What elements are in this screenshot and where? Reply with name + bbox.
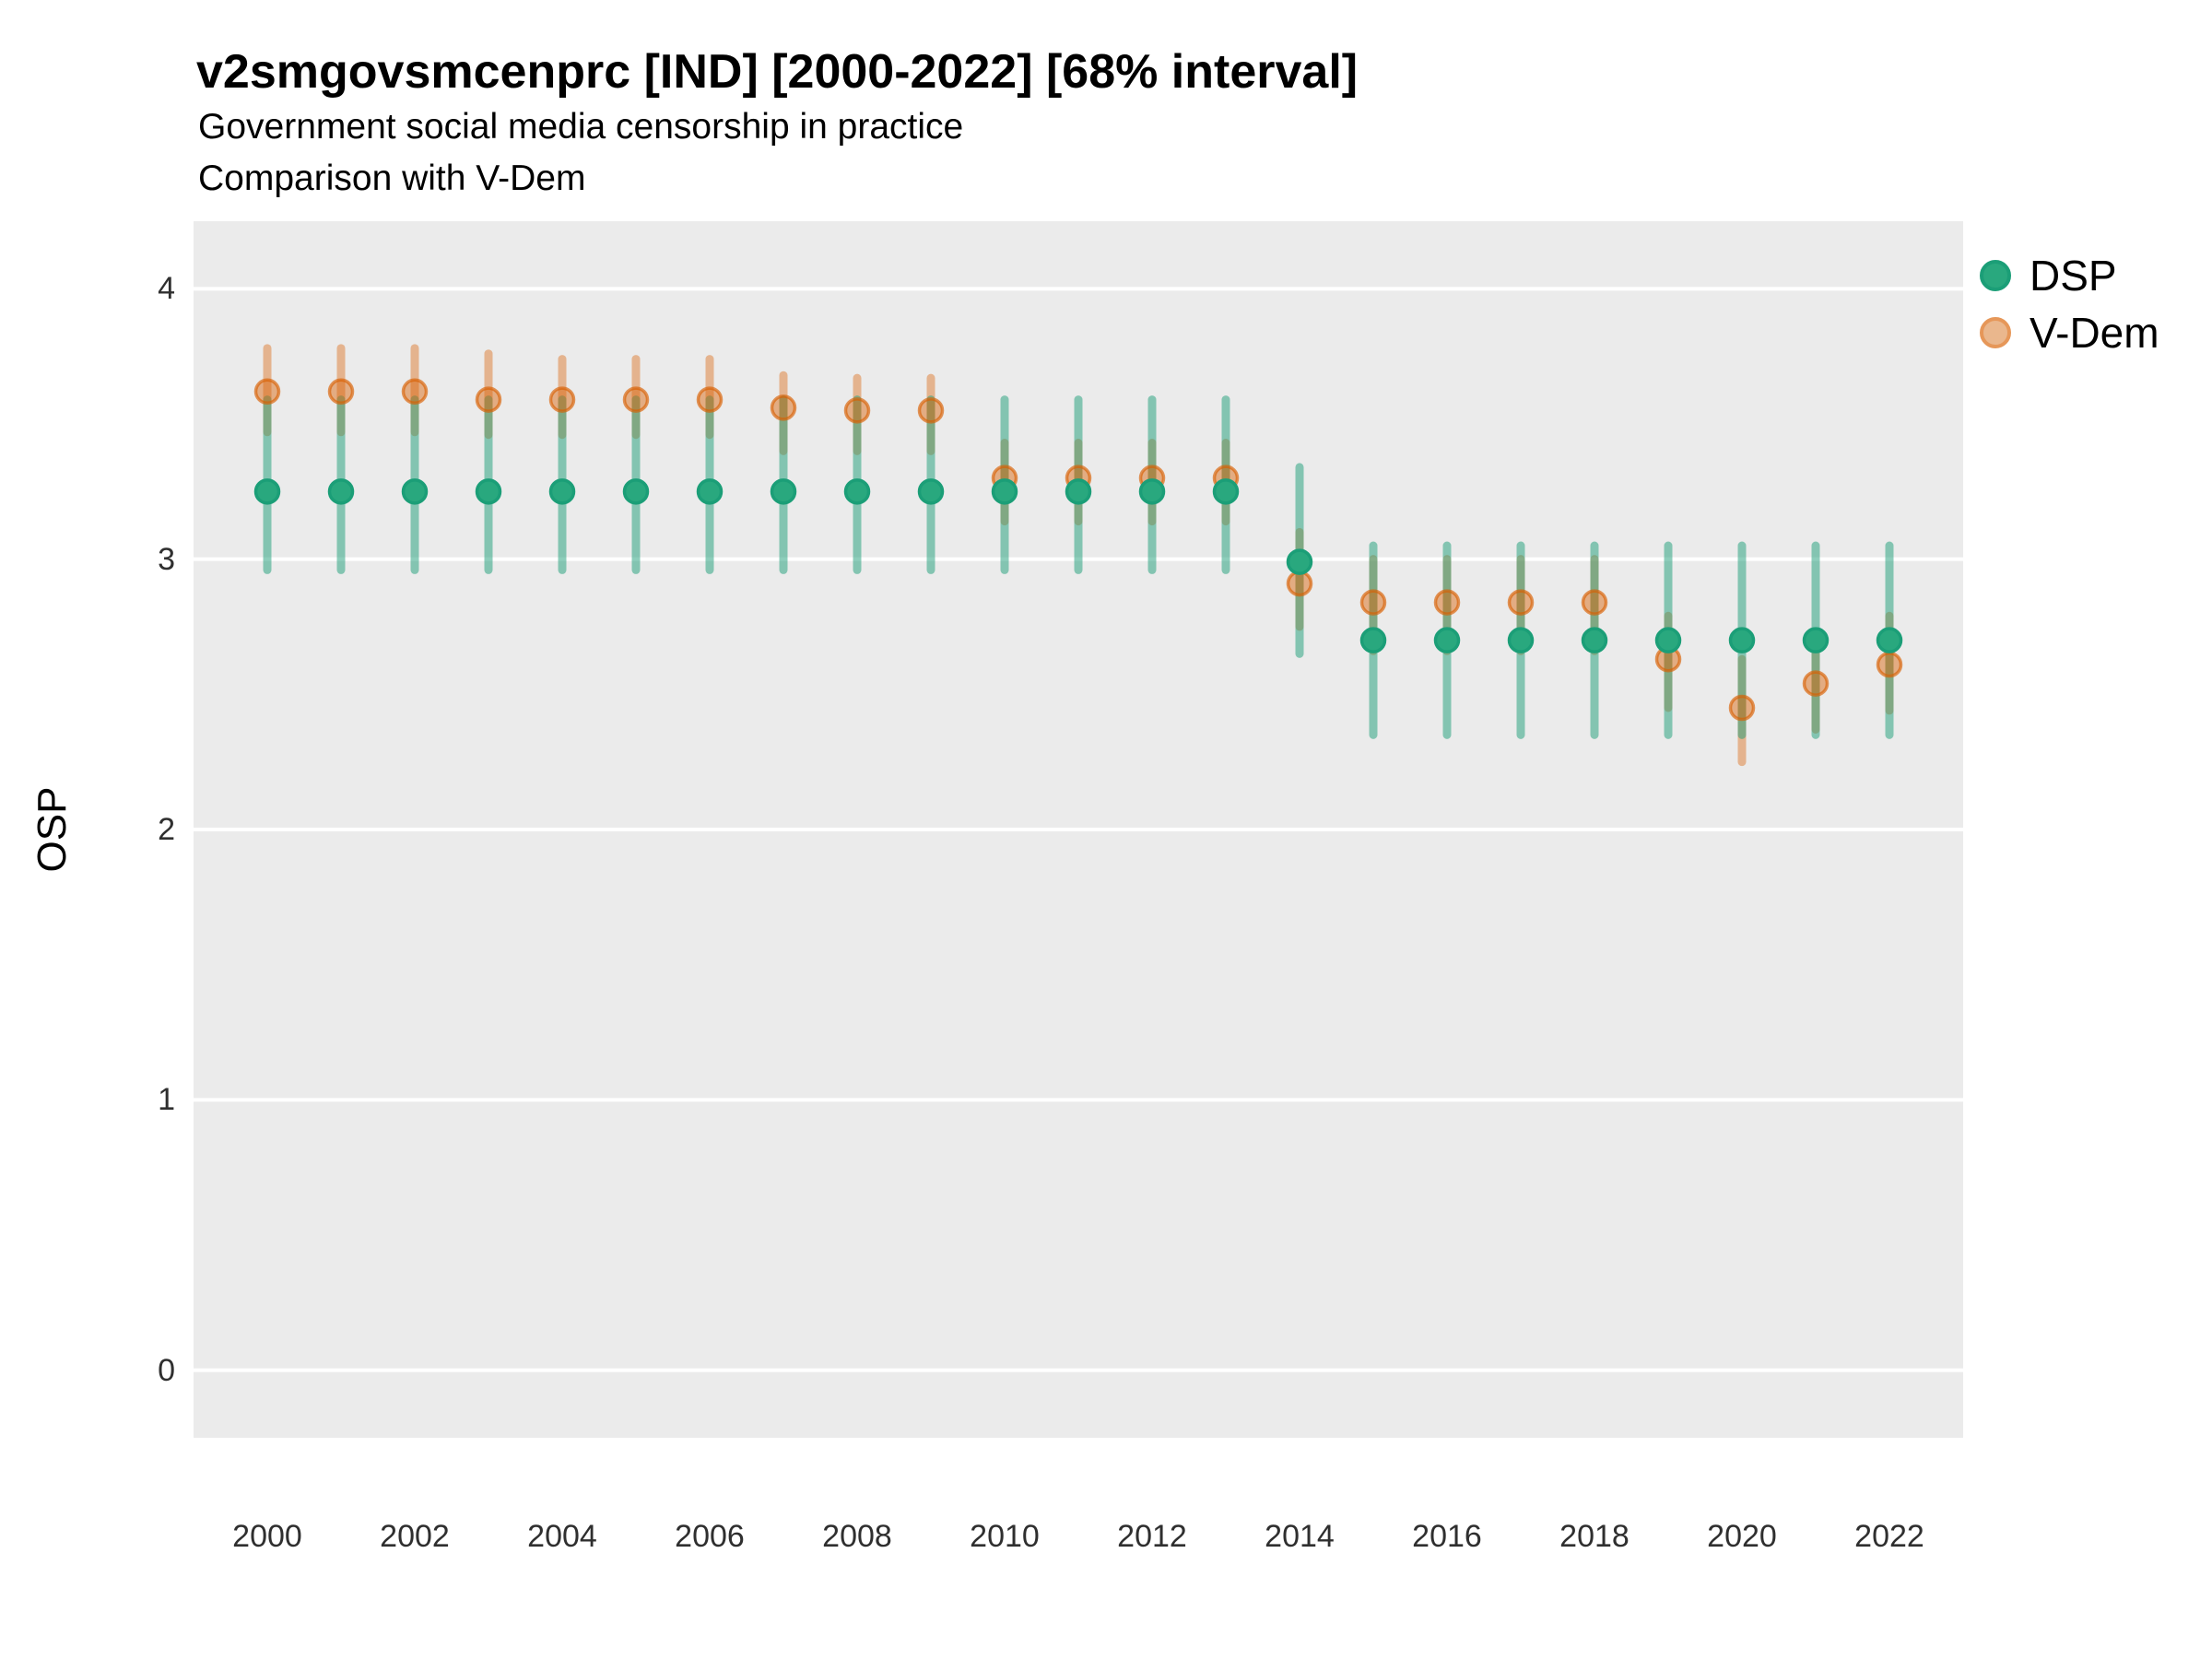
point-v-dem	[1876, 651, 1903, 678]
x-tick-label: 2006	[675, 1519, 745, 1554]
y-axis-title: OSP	[29, 786, 75, 873]
legend-label-vdem: V-Dem	[2030, 309, 2159, 357]
y-tick-label: 3	[158, 541, 175, 577]
point-dsp	[843, 478, 871, 505]
point-dsp	[696, 478, 724, 505]
point-dsp	[1728, 627, 1756, 653]
point-v-dem	[843, 397, 871, 424]
y-tick-label: 2	[158, 812, 175, 847]
point-dsp	[253, 478, 281, 505]
point-dsp	[1433, 627, 1461, 653]
legend-item-vdem: V-Dem	[1980, 304, 2159, 361]
x-tick-label: 2004	[527, 1519, 597, 1554]
dsp-point-icon	[1980, 260, 2011, 291]
vdem-point-icon	[1980, 317, 2011, 348]
x-tick-label: 2018	[1559, 1519, 1630, 1554]
point-v-dem	[696, 386, 724, 413]
x-tick-label: 2014	[1265, 1519, 1335, 1554]
chart-subtitle: Government social media censorship in pr…	[198, 107, 964, 147]
y-tick-label: 1	[158, 1082, 175, 1118]
point-dsp	[475, 478, 502, 505]
point-v-dem	[1802, 670, 1830, 697]
point-v-dem	[548, 386, 576, 413]
point-v-dem	[1359, 589, 1387, 616]
point-dsp	[1065, 478, 1092, 505]
point-v-dem	[770, 394, 797, 421]
point-dsp	[770, 478, 797, 505]
point-dsp	[1507, 627, 1535, 653]
point-dsp	[1138, 478, 1166, 505]
point-v-dem	[475, 386, 502, 413]
point-v-dem	[917, 397, 945, 424]
point-dsp	[1212, 478, 1240, 505]
legend: DSP V-Dem	[1980, 247, 2159, 361]
point-v-dem	[1581, 589, 1608, 616]
point-v-dem	[1286, 570, 1313, 597]
point-v-dem	[327, 378, 355, 406]
x-tick-label: 2022	[1854, 1519, 1924, 1554]
point-v-dem	[401, 378, 429, 406]
point-v-dem	[253, 378, 281, 406]
x-tick-label: 2010	[970, 1519, 1040, 1554]
x-tick-label: 2012	[1117, 1519, 1187, 1554]
y-tick-label: 4	[158, 271, 175, 307]
legend-label-dsp: DSP	[2030, 252, 2117, 300]
point-dsp	[1581, 627, 1608, 653]
x-tick-label: 2020	[1707, 1519, 1777, 1554]
point-v-dem	[1433, 589, 1461, 616]
point-dsp	[917, 478, 945, 505]
chart-title: v2smgovsmcenprc [IND] [2000-2022] [68% i…	[196, 45, 1359, 99]
point-v-dem	[1507, 589, 1535, 616]
point-v-dem	[1728, 694, 1756, 722]
y-tick-label: 0	[158, 1352, 175, 1388]
point-dsp	[991, 478, 1018, 505]
x-tick-label: 2016	[1412, 1519, 1482, 1554]
point-v-dem	[622, 386, 650, 413]
x-tick-label: 2000	[232, 1519, 302, 1554]
point-dsp	[1286, 548, 1313, 575]
point-dsp	[1654, 627, 1682, 653]
point-dsp	[1359, 627, 1387, 653]
point-dsp	[401, 478, 429, 505]
plot-area	[194, 221, 1963, 1438]
x-tick-label: 2008	[822, 1519, 892, 1554]
point-dsp	[622, 478, 650, 505]
point-dsp	[327, 478, 355, 505]
point-dsp	[1876, 627, 1903, 653]
legend-item-dsp: DSP	[1980, 247, 2159, 304]
point-dsp	[1802, 627, 1830, 653]
chart-subtitle-2: Comparison with V-Dem	[198, 159, 586, 198]
x-tick-label: 2002	[380, 1519, 450, 1554]
point-dsp	[548, 478, 576, 505]
